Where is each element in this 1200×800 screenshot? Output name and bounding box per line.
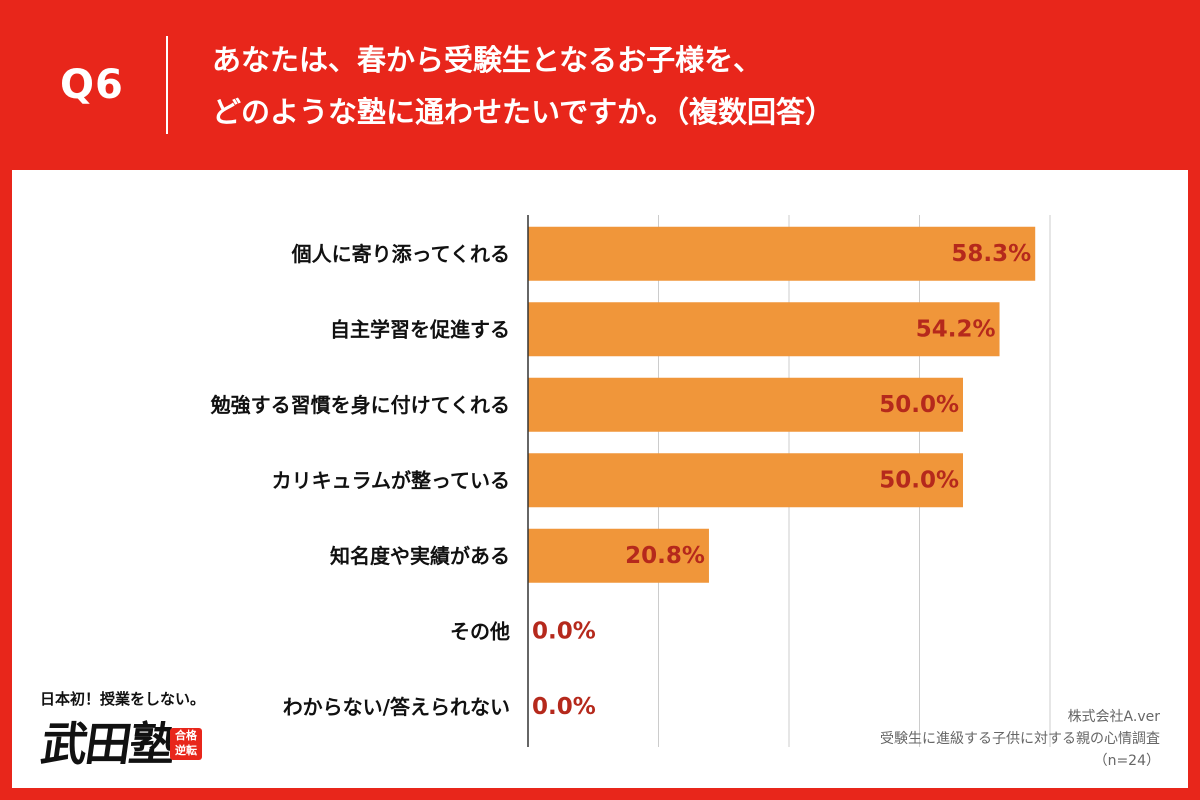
question-header: Q6 あなたは、春から受験生となるお子様を、 どのような塾に通わせたいですか。（… — [0, 0, 1200, 170]
question-number: Q6 — [60, 62, 124, 108]
value-label: 50.0% — [879, 467, 959, 493]
category-label: わからない/答えられない — [283, 695, 510, 719]
bar — [528, 302, 1000, 357]
category-label: その他 — [450, 619, 510, 643]
category-label: 自主学習を促進する — [330, 317, 510, 341]
question-title-line-1: あなたは、春から受験生となるお子様を、 — [212, 43, 763, 77]
category-label: カリキュラムが整っている — [272, 468, 510, 492]
question-title: あなたは、春から受験生となるお子様を、 どのような塾に通わせたいですか。（複数回… — [212, 34, 1172, 138]
source-company: 株式会社A.ver — [1067, 709, 1160, 725]
bar — [528, 226, 1036, 281]
header-divider — [166, 36, 168, 134]
source-note: 株式会社A.ver 受験生に進級する子供に対する親の心情調査 （n=24） — [880, 706, 1160, 772]
logo-tagline: 日本初！授業をしない。 — [40, 690, 206, 708]
value-label: 0.0% — [532, 618, 596, 644]
category-label: 知名度や実績がある — [330, 544, 510, 568]
value-label: 54.2% — [916, 316, 996, 342]
bar-chart: 個人に寄り添ってくれる 58.3% 自主学習を促進する 54.2% 勉強する習慣を身に付… — [210, 215, 1051, 747]
bar — [528, 377, 963, 432]
value-label: 0.0% — [532, 694, 596, 720]
value-label: 58.3% — [951, 241, 1031, 267]
logo-badge: 合格逆転 — [170, 728, 202, 760]
chart-panel: 個人に寄り添ってくれる 58.3% 自主学習を促進する 54.2% 勉強する習慣を身に付… — [12, 170, 1188, 788]
logo-name: 武田塾 — [37, 717, 178, 771]
value-label: 20.8% — [625, 543, 705, 569]
category-label: 勉強する習慣を身に付けてくれる — [210, 393, 510, 417]
bar — [528, 528, 709, 583]
value-label: 50.0% — [879, 392, 959, 418]
question-title-line-2: どのような塾に通わせたいですか。（複数回答） — [212, 95, 835, 129]
bar — [528, 453, 963, 508]
category-label: 個人に寄り添ってくれる — [291, 242, 510, 266]
brand-logo: 日本初！授業をしない。 武田塾 合格逆転 — [24, 688, 224, 778]
source-survey: 受験生に進級する子供に対する親の心情調査 — [880, 731, 1160, 747]
source-sample: （n=24） — [1093, 753, 1160, 769]
